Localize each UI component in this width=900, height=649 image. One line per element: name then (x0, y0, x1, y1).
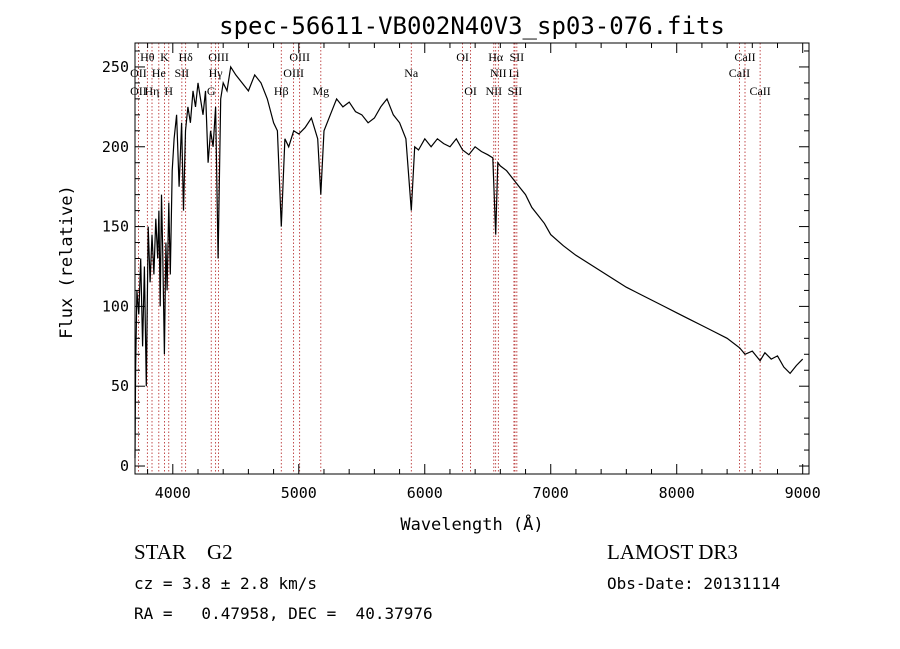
object-class: STAR G2 (134, 540, 233, 564)
line-label: Hδ (178, 50, 193, 64)
x-tick-label: 6000 (407, 484, 443, 502)
x-axis-label: Wavelength (Å) (400, 513, 543, 535)
line-label: CaII (734, 50, 755, 64)
y-tick-label: 250 (102, 58, 129, 76)
line-label: Hγ (209, 66, 224, 80)
line-label: NII (485, 84, 502, 98)
emission-line-markers (138, 43, 761, 474)
line-label: OIII (208, 50, 229, 64)
line-label: SII (175, 66, 190, 80)
line-label: OIII (283, 66, 304, 80)
line-label: OI (464, 84, 477, 98)
observation-date: Obs-Date: 20131114 (607, 574, 781, 593)
y-tick-label: 100 (102, 297, 129, 315)
line-label: Hη (145, 84, 160, 98)
emission-line-labels: Hθ K Hδ OIII OIII OI Hα SII CaII OII He SII Hγ OIII Na… (130, 50, 771, 98)
y-tick-label: 200 (102, 138, 129, 156)
line-label: CaII (729, 66, 750, 80)
x-tick-label: 8000 (659, 484, 695, 502)
line-label: NII (490, 66, 507, 80)
spectrum-chart: spec-56611-VB002N40V3_sp03-076.fits Hθ K H… (57, 12, 821, 535)
spectrum-line (134, 65, 804, 459)
line-label: OIII (289, 50, 310, 64)
line-label: SII (510, 50, 525, 64)
line-label: OI (456, 50, 469, 64)
x-axis: 4000 5000 6000 7000 8000 9000 (147, 43, 821, 502)
coordinates: RA = 0.47958, DEC = 40.37976 (134, 604, 433, 623)
y-tick-label: 50 (111, 377, 129, 395)
x-tick-label: 5000 (281, 484, 317, 502)
y-tick-label: 0 (120, 457, 129, 475)
y-tick-label: 150 (102, 218, 129, 236)
line-label: H (164, 84, 173, 98)
line-label: He (152, 66, 166, 80)
redshift-value: cz = 3.8 ± 2.8 km/s (134, 574, 318, 593)
line-label: K (160, 50, 169, 64)
line-label: Na (404, 66, 419, 80)
line-label: OII (130, 84, 147, 98)
line-label: G (207, 84, 216, 98)
x-tick-label: 9000 (785, 484, 821, 502)
line-label: CaII (749, 84, 770, 98)
y-axis-label: Flux (relative) (57, 185, 77, 339)
line-label: Mg (312, 84, 329, 98)
line-label: Li (509, 66, 520, 80)
line-label: OII (130, 66, 147, 80)
y-axis: 0 50 100 150 200 250 (102, 50, 809, 475)
line-label: Hβ (274, 84, 289, 98)
chart-title: spec-56611-VB002N40V3_sp03-076.fits (219, 12, 725, 40)
survey-name: LAMOST DR3 (607, 540, 738, 564)
plot-frame (134, 42, 810, 475)
line-label: SII (508, 84, 523, 98)
x-tick-label: 7000 (533, 484, 569, 502)
x-tick-label: 4000 (155, 484, 191, 502)
line-label: Hθ (140, 50, 155, 64)
line-label: Hα (488, 50, 504, 64)
